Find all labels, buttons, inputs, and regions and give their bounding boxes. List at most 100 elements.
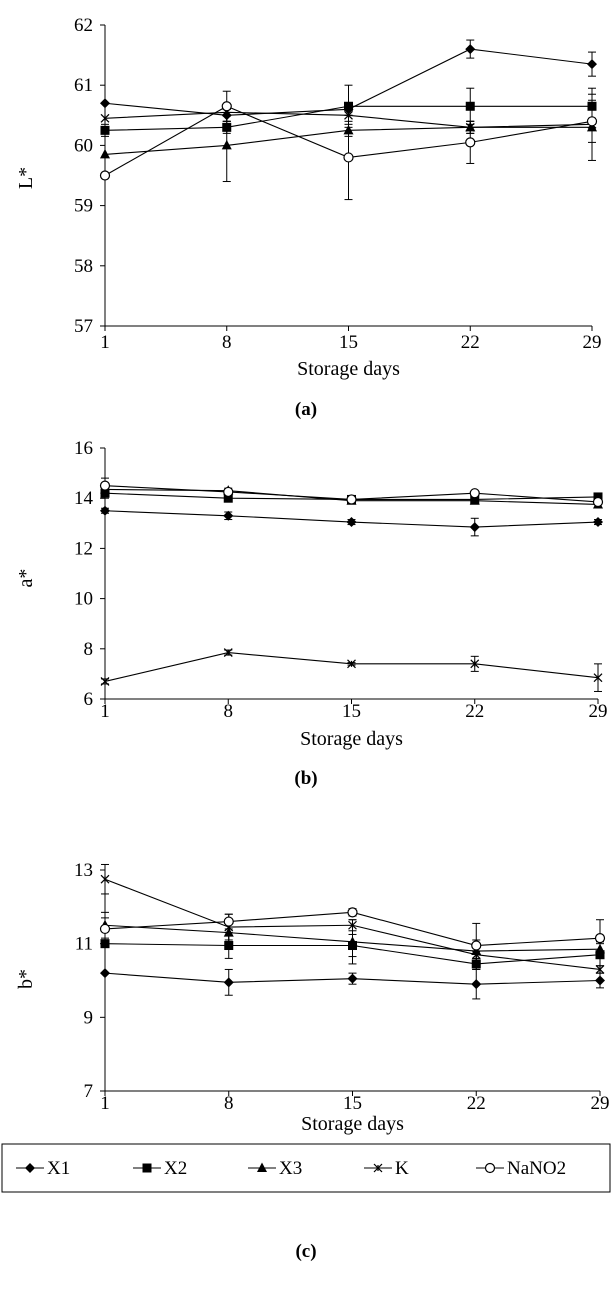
k-marker bbox=[100, 113, 110, 123]
x1-marker bbox=[100, 968, 110, 979]
y-tick-label: 10 bbox=[74, 589, 93, 610]
nano2-marker bbox=[347, 907, 358, 918]
nano2-marker bbox=[469, 488, 480, 499]
nano2-marker bbox=[343, 152, 354, 163]
x2-marker bbox=[344, 101, 353, 111]
k-marker bbox=[100, 677, 110, 686]
y-tick-label: 57 bbox=[74, 316, 93, 337]
x3-marker bbox=[257, 1162, 267, 1172]
series-nano2 bbox=[99, 90, 598, 201]
legend-item-x2: X2 bbox=[133, 1158, 187, 1179]
x1-marker bbox=[100, 98, 110, 109]
x1-marker bbox=[100, 505, 110, 516]
x2-marker bbox=[224, 941, 234, 951]
y-tick-label: 11 bbox=[75, 934, 93, 955]
legend-box bbox=[1, 1143, 611, 1193]
x2-marker bbox=[100, 125, 110, 135]
x1-marker bbox=[465, 44, 476, 55]
nano2-marker bbox=[484, 1162, 496, 1174]
series-nano2 bbox=[99, 907, 606, 969]
nano2-marker bbox=[221, 101, 232, 112]
x3-marker bbox=[100, 148, 110, 159]
x-tick-label: 15 bbox=[342, 701, 361, 722]
nano2-marker bbox=[99, 923, 111, 935]
k-marker bbox=[223, 648, 233, 657]
x-tick-label: 22 bbox=[465, 701, 484, 722]
k-marker bbox=[347, 659, 356, 669]
legend-item-x1: X1 bbox=[16, 1158, 70, 1179]
x3-marker bbox=[469, 495, 480, 505]
nano2-marker bbox=[346, 494, 357, 505]
x-tick-label: 29 bbox=[583, 332, 602, 353]
x1-marker bbox=[347, 973, 358, 984]
x-tick-label: 8 bbox=[224, 1093, 234, 1114]
panel-label: (a) bbox=[295, 399, 317, 420]
y-tick-label: 16 bbox=[74, 438, 93, 459]
x-tick-label: 1 bbox=[100, 332, 110, 353]
y-tick-label: 59 bbox=[74, 196, 93, 217]
y-tick-label: 14 bbox=[74, 488, 94, 509]
y-tick-label: 8 bbox=[84, 639, 94, 660]
x-tick-label: 1 bbox=[100, 1093, 110, 1114]
x3-marker bbox=[221, 139, 232, 150]
nano2-marker bbox=[99, 170, 111, 181]
x3-marker bbox=[347, 936, 358, 946]
y-tick-label: 60 bbox=[74, 135, 93, 156]
nano2-marker bbox=[223, 486, 234, 498]
series-k bbox=[100, 648, 603, 692]
legend-label: NaNO2 bbox=[507, 1158, 566, 1179]
k-marker bbox=[348, 920, 357, 930]
series-x1 bbox=[100, 505, 603, 537]
x1-marker bbox=[587, 59, 597, 70]
x2-marker bbox=[223, 493, 233, 503]
legend-item-x3: X3 bbox=[248, 1158, 302, 1179]
y-tick-label: 7 bbox=[84, 1081, 94, 1102]
nano2-marker bbox=[471, 940, 482, 951]
x-axis-title: Storage days bbox=[297, 358, 400, 380]
x-tick-label: 22 bbox=[461, 332, 480, 353]
x-tick-label: 15 bbox=[339, 332, 358, 353]
x-tick-label: 8 bbox=[224, 701, 234, 722]
nano2-marker bbox=[99, 480, 111, 491]
nano2-marker bbox=[592, 496, 604, 508]
series-x1 bbox=[100, 968, 605, 1000]
x-axis-title: Storage days bbox=[300, 728, 403, 750]
chart-panel-a: 57 58 59 60 61 62 1 8 15 22 29 Storage days L* (a) bbox=[15, 15, 602, 420]
x1-marker bbox=[25, 1163, 35, 1173]
chart-legend: X1 X2 X3 K NaNO2 bbox=[1, 1143, 611, 1193]
x-tick-label: 15 bbox=[343, 1093, 362, 1114]
legend-item-k: K bbox=[364, 1158, 409, 1179]
y-tick-label: 58 bbox=[74, 256, 93, 277]
y-axis-title: b* bbox=[15, 969, 37, 989]
nano2-marker bbox=[586, 116, 598, 127]
x1-marker bbox=[593, 517, 603, 528]
k-marker bbox=[595, 965, 605, 974]
k-marker bbox=[470, 659, 480, 669]
y-tick-label: 13 bbox=[74, 860, 93, 881]
x-tick-label: 29 bbox=[591, 1093, 610, 1114]
x-tick-label: 29 bbox=[589, 701, 608, 722]
legend-label: X2 bbox=[164, 1158, 187, 1179]
legend-label: X3 bbox=[279, 1158, 302, 1179]
x1-marker bbox=[595, 975, 605, 986]
nano2-marker bbox=[465, 137, 476, 148]
legend-item-nano2: NaNO2 bbox=[476, 1158, 566, 1179]
panel-label: (b) bbox=[294, 768, 317, 789]
x1-marker bbox=[471, 979, 482, 990]
x2-marker bbox=[142, 1163, 152, 1173]
nano2-marker bbox=[594, 933, 606, 944]
y-tick-label: 12 bbox=[74, 538, 93, 559]
legend-label: K bbox=[395, 1158, 409, 1179]
panel-label: (c) bbox=[295, 1241, 316, 1262]
x-tick-label: 1 bbox=[100, 701, 110, 722]
x1-marker bbox=[223, 510, 234, 521]
nano2-marker bbox=[223, 916, 234, 927]
y-tick-label: 9 bbox=[84, 1007, 94, 1028]
k-line bbox=[104, 652, 599, 682]
x2-marker bbox=[465, 101, 475, 111]
y-axis-title: L* bbox=[15, 167, 37, 189]
k-marker bbox=[373, 1163, 383, 1173]
x2-marker bbox=[100, 939, 110, 949]
